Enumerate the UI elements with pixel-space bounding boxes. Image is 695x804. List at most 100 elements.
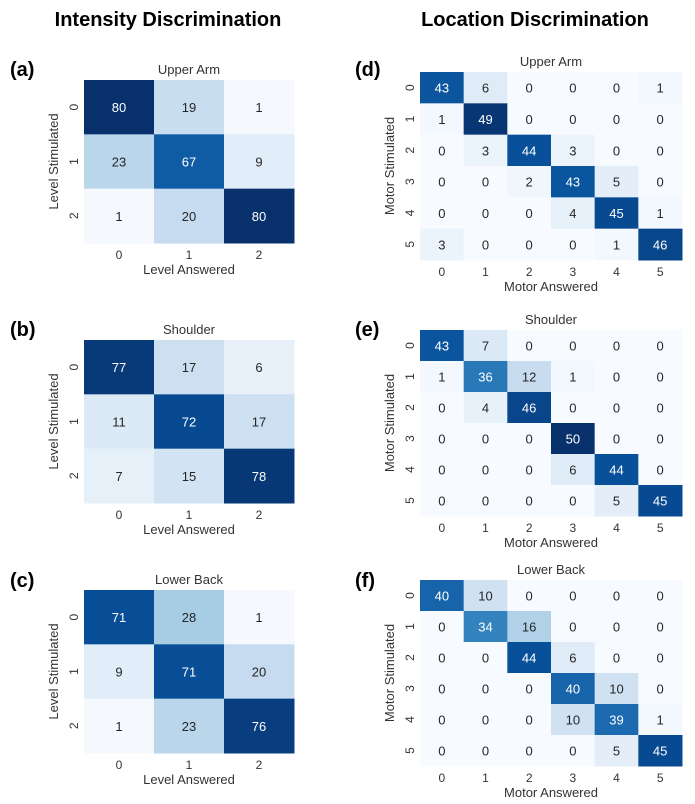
heatmap-cell: [463, 134, 508, 167]
left-column-title: Intensity Discrimination: [55, 9, 282, 31]
heatmap-cell: [507, 454, 552, 486]
heatmap-cell: [463, 454, 508, 486]
heatmap-cell: [507, 704, 552, 736]
x-tick-label: 3: [569, 521, 576, 535]
y-tick-label: 1: [67, 418, 81, 425]
y-tick-label: 0: [403, 592, 417, 599]
cell-value-label: 0: [526, 713, 533, 728]
heatmap-cell: [507, 580, 552, 612]
cell-value-label: 0: [526, 463, 533, 478]
cell-value-label: 0: [526, 682, 533, 697]
heatmap-cell: [507, 134, 552, 167]
heatmap-cell: [84, 80, 155, 135]
cell-value-label: 43: [435, 81, 449, 96]
x-tick-label: 2: [256, 508, 263, 522]
x-tick-label: 5: [657, 521, 664, 535]
cell-value-label: 44: [609, 463, 623, 478]
cell-value-label: 10: [478, 589, 492, 604]
cell-value-label: 34: [478, 620, 492, 635]
cell-value-label: 3: [438, 237, 445, 252]
y-tick-label: 5: [403, 497, 417, 504]
cell-value-label: 0: [438, 463, 445, 478]
heatmap-cell: [420, 454, 465, 486]
heatmap-cell: [154, 80, 225, 135]
panel-label: (d): [355, 59, 381, 81]
heatmap-cell: [420, 673, 465, 705]
heatmap-cell: [594, 423, 639, 455]
cell-value-label: 0: [482, 651, 489, 666]
cell-value-label: 3: [482, 143, 489, 158]
heatmap-cell: [507, 197, 552, 230]
heatmap-cell: [551, 611, 596, 643]
cell-value-label: 0: [438, 432, 445, 447]
heatmap-cell: [463, 704, 508, 736]
heatmap-cell: [463, 197, 508, 230]
panel-label: (f): [355, 570, 375, 592]
cell-value-label: 44: [522, 651, 536, 666]
y-tick-label: 5: [403, 241, 417, 248]
heatmap-cell: [507, 642, 552, 674]
chart-title: Lower Back: [517, 562, 585, 577]
cell-value-label: 0: [482, 206, 489, 221]
cell-value-label: 6: [482, 81, 489, 96]
heatmap-cell: [594, 72, 639, 104]
cell-value-label: 4: [482, 401, 489, 416]
heatmap-cell: [463, 423, 508, 455]
x-tick-label: 3: [569, 771, 576, 785]
cell-value-label: 0: [438, 651, 445, 666]
x-axis-label: Motor Answered: [504, 785, 598, 800]
cell-value-label: 0: [657, 651, 664, 666]
cell-value-label: 0: [657, 370, 664, 385]
cell-value-label: 1: [657, 81, 664, 96]
y-tick-label: 4: [403, 209, 417, 216]
cell-value-label: 0: [657, 339, 664, 354]
heatmap-cell: [507, 166, 552, 198]
y-tick-label: 0: [403, 84, 417, 91]
heatmap-cell: [507, 103, 552, 136]
y-tick-label: 2: [403, 654, 417, 661]
heatmap-cell: [551, 704, 596, 736]
heatmap-cell: [551, 642, 596, 674]
cell-value-label: 0: [438, 206, 445, 221]
cell-value-label: 0: [526, 589, 533, 604]
y-tick-label: 1: [67, 158, 81, 165]
cell-value-label: 17: [182, 360, 196, 375]
heatmap-cell: [154, 394, 225, 450]
cell-value-label: 0: [613, 81, 620, 96]
heatmap-cell: [638, 197, 683, 230]
cell-value-label: 6: [569, 463, 576, 478]
heatmap-cell: [463, 392, 508, 424]
cell-value-label: 11: [112, 415, 126, 430]
heatmap-cell: [463, 642, 508, 674]
cell-value-label: 0: [482, 682, 489, 697]
cell-value-label: 71: [112, 610, 126, 625]
cell-value-label: 0: [657, 175, 664, 190]
heatmap-cell: [638, 166, 683, 198]
heatmap-cell: [84, 188, 155, 244]
cell-value-label: 0: [526, 339, 533, 354]
heatmap-cell: [594, 735, 639, 767]
panel-label: (c): [10, 570, 34, 592]
heatmap-cell: [551, 72, 596, 104]
heatmap-cell: [507, 611, 552, 643]
cell-value-label: 0: [526, 432, 533, 447]
x-axis-label: Level Answered: [143, 772, 235, 787]
heatmap-cell: [463, 673, 508, 705]
cell-value-label: 0: [482, 237, 489, 252]
cell-value-label: 20: [252, 665, 266, 680]
heatmap-cell: [551, 197, 596, 230]
x-tick-label: 4: [613, 521, 620, 535]
panel-label: (b): [10, 319, 36, 341]
heatmap-cell: [638, 228, 683, 261]
cell-value-label: 0: [657, 401, 664, 416]
x-tick-label: 4: [613, 265, 620, 279]
cell-value-label: 1: [657, 713, 664, 728]
heatmap-cell: [507, 423, 552, 455]
y-tick-label: 3: [403, 178, 417, 185]
heatmap-cell: [551, 330, 596, 362]
cell-value-label: 0: [482, 175, 489, 190]
heatmap-cell: [84, 448, 155, 504]
heatmap-cell: [420, 103, 465, 136]
